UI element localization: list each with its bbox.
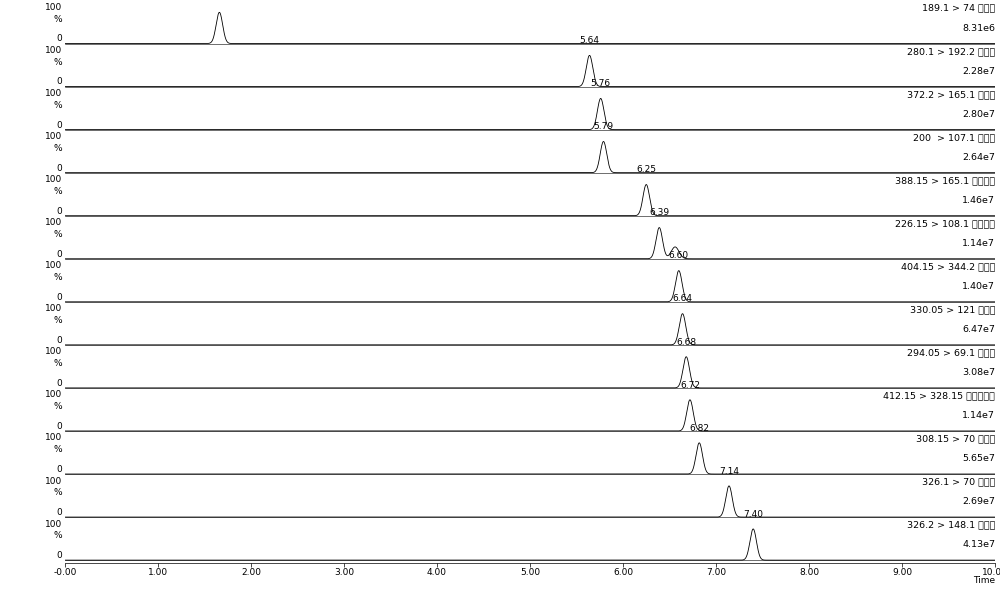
Text: 1.40e7: 1.40e7 (962, 282, 995, 291)
Text: %: % (54, 446, 62, 454)
Text: 0: 0 (56, 34, 62, 43)
Text: 0: 0 (56, 508, 62, 517)
Text: 100: 100 (45, 519, 62, 528)
Text: 100: 100 (45, 348, 62, 356)
Text: 308.15 > 70 戊呀醇: 308.15 > 70 戊呀醇 (916, 434, 995, 443)
Text: %: % (54, 187, 62, 196)
Text: 8.31e6: 8.31e6 (962, 24, 995, 33)
Text: 412.15 > 328.15 双吵菌酰胺: 412.15 > 328.15 双吵菌酰胺 (883, 391, 995, 400)
Text: 330.05 > 121 氟环址: 330.05 > 121 氟环址 (910, 305, 995, 314)
Text: 404.15 > 344.2 嘚菌脂: 404.15 > 344.2 嘚菌脂 (901, 262, 995, 271)
Text: 6.25: 6.25 (636, 165, 656, 174)
Text: 326.2 > 148.1 苯霌灵: 326.2 > 148.1 苯霌灵 (907, 521, 995, 530)
Text: 0: 0 (56, 551, 62, 560)
Text: Time: Time (973, 576, 995, 584)
Text: 100: 100 (45, 46, 62, 55)
Text: 0: 0 (56, 77, 62, 86)
Text: 100: 100 (45, 89, 62, 98)
Text: 388.15 > 165.1 烯酰咐啸: 388.15 > 165.1 烯酰咐啸 (895, 176, 995, 185)
Text: 5.76: 5.76 (591, 79, 611, 88)
Text: 3.08e7: 3.08e7 (962, 368, 995, 377)
Text: 5.65e7: 5.65e7 (962, 454, 995, 463)
Text: 100: 100 (45, 218, 62, 227)
Text: 0: 0 (56, 249, 62, 259)
Text: %: % (54, 531, 62, 540)
Text: 100: 100 (45, 261, 62, 270)
Text: 6.82: 6.82 (689, 424, 709, 433)
Text: 200  > 107.1 嘚霉胺: 200 > 107.1 嘚霉胺 (913, 133, 995, 142)
Text: 2.28e7: 2.28e7 (962, 67, 995, 76)
Text: 0: 0 (56, 379, 62, 388)
Text: 0: 0 (56, 422, 62, 431)
Text: 0: 0 (56, 207, 62, 216)
Text: 6.64: 6.64 (673, 294, 693, 303)
Text: 100: 100 (45, 433, 62, 443)
Text: 100: 100 (45, 304, 62, 313)
Text: 226.15 > 108.1 嘚菌环胺: 226.15 > 108.1 嘚菌环胺 (895, 219, 995, 228)
Text: 372.2 > 165.1 氟咐啸: 372.2 > 165.1 氟咐啸 (907, 90, 995, 99)
Text: %: % (54, 58, 62, 67)
Text: 5.64: 5.64 (580, 36, 600, 45)
Text: 2.64e7: 2.64e7 (962, 153, 995, 162)
Text: 100: 100 (45, 391, 62, 400)
Text: 0: 0 (56, 336, 62, 345)
Text: 7.14: 7.14 (719, 467, 739, 476)
Text: %: % (54, 15, 62, 24)
Text: 2.69e7: 2.69e7 (962, 497, 995, 506)
Text: 280.1 > 192.2 甲霌灵: 280.1 > 192.2 甲霌灵 (907, 47, 995, 56)
Text: %: % (54, 144, 62, 153)
Text: %: % (54, 402, 62, 411)
Text: 0: 0 (56, 465, 62, 474)
Text: 6.47e7: 6.47e7 (962, 325, 995, 334)
Text: 100: 100 (45, 3, 62, 12)
Text: %: % (54, 273, 62, 282)
Text: %: % (54, 359, 62, 368)
Text: 7.40: 7.40 (743, 509, 763, 519)
Text: 2.80e7: 2.80e7 (962, 110, 995, 119)
Text: 0: 0 (56, 121, 62, 129)
Text: 5.79: 5.79 (593, 122, 614, 131)
Text: %: % (54, 101, 62, 110)
Text: 6.39: 6.39 (649, 209, 669, 217)
Text: 100: 100 (45, 175, 62, 184)
Text: %: % (54, 316, 62, 325)
Text: 189.1 > 74 霌霉威: 189.1 > 74 霌霉威 (922, 4, 995, 13)
Text: 0: 0 (56, 164, 62, 173)
Text: 6.72: 6.72 (680, 381, 700, 389)
Text: 100: 100 (45, 132, 62, 141)
Text: 326.1 > 70 烯呀醇: 326.1 > 70 烯呀醇 (922, 478, 995, 486)
Text: 1.46e7: 1.46e7 (962, 196, 995, 205)
Text: 100: 100 (45, 476, 62, 486)
Text: 1.66: 1.66 (209, 0, 229, 2)
Text: %: % (54, 488, 62, 498)
Text: 1.14e7: 1.14e7 (962, 239, 995, 248)
Text: 0: 0 (56, 293, 62, 302)
Text: 4.13e7: 4.13e7 (962, 540, 995, 549)
Text: %: % (54, 230, 62, 239)
Text: 1.14e7: 1.14e7 (962, 411, 995, 420)
Text: 6.60: 6.60 (669, 251, 689, 261)
Text: 6.68: 6.68 (676, 337, 696, 346)
Text: 294.05 > 69.1 三呀酮: 294.05 > 69.1 三呀酮 (907, 348, 995, 357)
